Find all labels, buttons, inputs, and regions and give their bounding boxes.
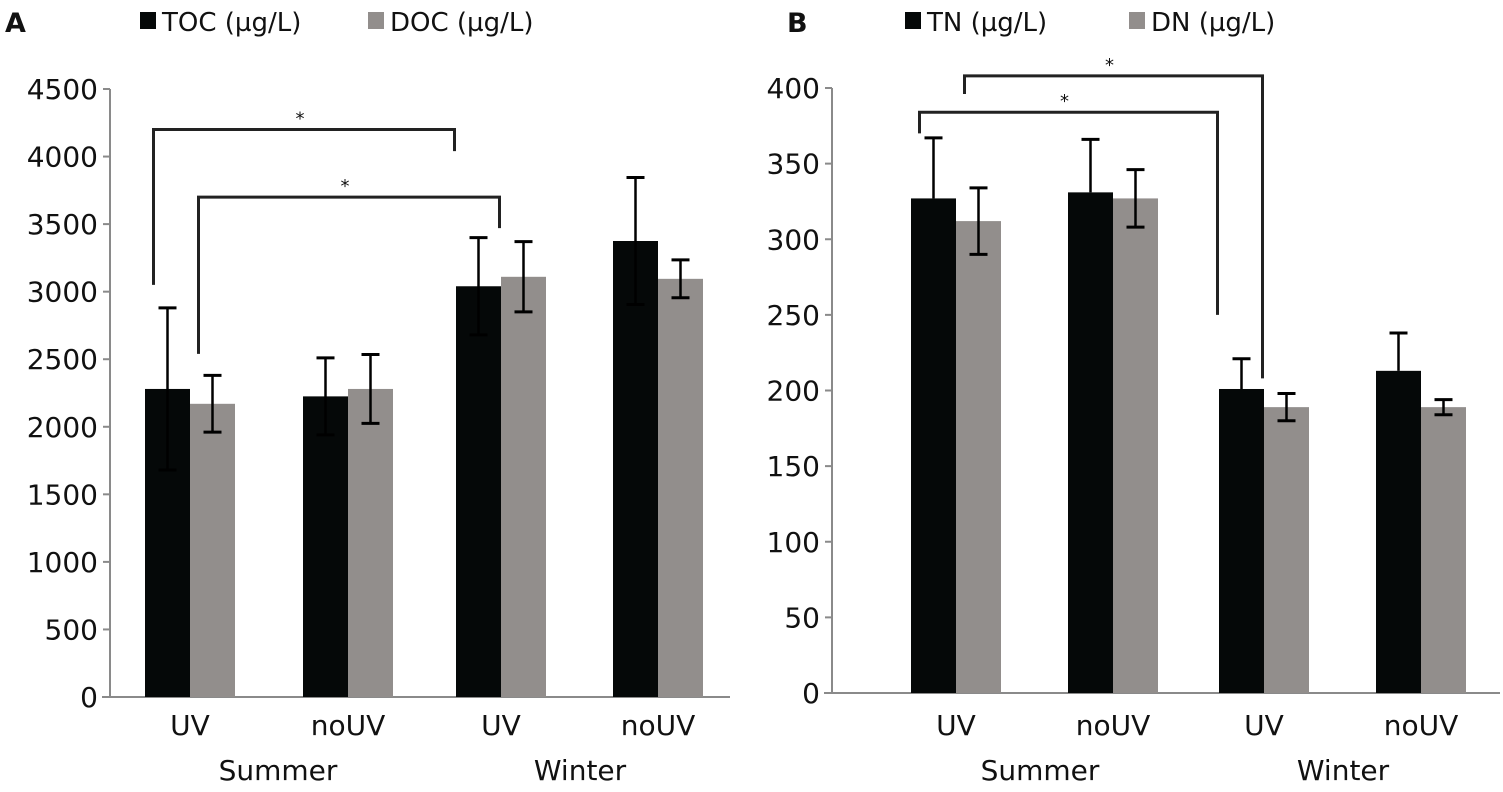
y-tick-label: 2000 bbox=[27, 411, 98, 444]
significance-label: * bbox=[1105, 55, 1114, 76]
x-tick-label: noUV bbox=[1384, 709, 1459, 742]
x-tick-label: noUV bbox=[621, 709, 696, 742]
x-tick-label: noUV bbox=[1076, 709, 1151, 742]
y-tick-label: 3500 bbox=[27, 208, 98, 241]
legend-label: TOC (µg/L) bbox=[161, 8, 301, 38]
y-tick-label: 0 bbox=[80, 681, 98, 714]
significance-bracket bbox=[197, 195, 501, 354]
y-tick-label: 1000 bbox=[27, 546, 98, 579]
bar-toc bbox=[456, 286, 501, 697]
bar-doc bbox=[658, 278, 703, 697]
bar-doc bbox=[348, 388, 393, 697]
x-tick-label: noUV bbox=[311, 709, 386, 742]
bar-tn bbox=[1376, 370, 1421, 693]
x-tick-label: UV bbox=[481, 709, 521, 742]
panel-letter: A bbox=[5, 8, 26, 39]
significance-label: * bbox=[296, 109, 305, 130]
y-tick-label: 350 bbox=[767, 148, 820, 181]
legend-swatch bbox=[368, 12, 384, 29]
y-tick-label: 250 bbox=[767, 299, 820, 332]
bar-doc bbox=[190, 403, 235, 697]
bar-dn bbox=[1421, 407, 1466, 693]
legend-swatch bbox=[905, 12, 921, 29]
panel-a: A TOC (µg/L) DOC (µg/L) 0 500 1000 1500 2000 250… bbox=[5, 8, 730, 787]
bar-doc bbox=[501, 276, 546, 697]
y-tick-label: 2500 bbox=[27, 343, 98, 376]
y-tick-label: 50 bbox=[784, 601, 820, 634]
bar-dn bbox=[1264, 407, 1309, 693]
significance-label: * bbox=[341, 176, 350, 197]
y-tick-label: 4500 bbox=[27, 73, 98, 106]
y-tick-label: 0 bbox=[802, 677, 820, 710]
x-tick-label: UV bbox=[170, 709, 210, 742]
y-tick-label: 150 bbox=[767, 450, 820, 483]
group-label: Summer bbox=[981, 754, 1100, 787]
significance-bracket bbox=[963, 74, 1264, 379]
bar-toc bbox=[303, 396, 348, 697]
legend-swatch bbox=[1129, 12, 1145, 29]
group-label: Summer bbox=[219, 754, 338, 787]
bar-dn bbox=[1113, 198, 1158, 693]
bar-toc bbox=[613, 241, 658, 697]
x-tick-label: UV bbox=[936, 709, 976, 742]
bar-tn bbox=[1068, 192, 1113, 694]
group-label: Winter bbox=[534, 754, 627, 787]
y-tick-label: 500 bbox=[45, 613, 98, 646]
panel-letter: B bbox=[787, 8, 808, 39]
group-label: Winter bbox=[1297, 754, 1390, 787]
panel-b: B TN (µg/L) DN (µg/L) 0 50 100 150 200 250 300 350… bbox=[767, 8, 1500, 787]
legend-label: DN (µg/L) bbox=[1151, 8, 1275, 38]
significance-bracket bbox=[152, 128, 456, 285]
legend-swatch bbox=[140, 12, 156, 29]
y-tick-label: 300 bbox=[767, 223, 820, 256]
y-tick-label: 400 bbox=[767, 72, 820, 105]
y-tick-label: 4000 bbox=[27, 141, 98, 174]
x-tick-label: UV bbox=[1244, 709, 1284, 742]
legend-label: DOC (µg/L) bbox=[390, 8, 533, 38]
y-tick-label: 100 bbox=[767, 526, 820, 559]
y-tick-label: 3000 bbox=[27, 276, 98, 309]
significance-label: * bbox=[1060, 91, 1069, 112]
bar-dn bbox=[956, 221, 1001, 693]
bar-tn bbox=[911, 198, 956, 693]
legend-label: TN (µg/L) bbox=[926, 8, 1047, 38]
bar-tn bbox=[1219, 388, 1264, 693]
y-tick-label: 1500 bbox=[27, 478, 98, 511]
significance-bracket bbox=[918, 110, 1219, 315]
y-tick-label: 200 bbox=[767, 375, 820, 408]
